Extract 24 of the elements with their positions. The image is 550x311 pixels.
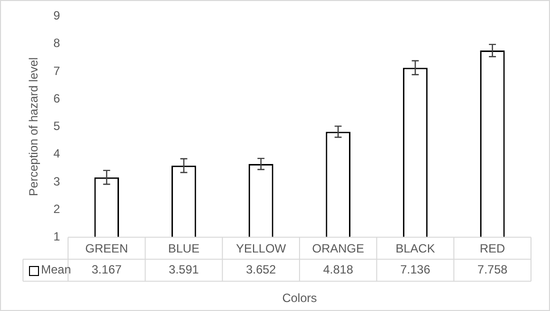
data-label: 3.167 [92, 262, 122, 277]
y-tick-label: 6 [53, 91, 60, 106]
y-tick-label: 2 [53, 202, 60, 216]
x-tick-label: YELLOW [236, 242, 287, 256]
data-label: 3.652 [246, 262, 276, 277]
data-label: 7.758 [477, 262, 508, 277]
y-tick-label: 8 [53, 36, 60, 50]
y-tick-label: 9 [53, 8, 60, 23]
data-label: 4.818 [323, 262, 354, 277]
y-tick-label: 3 [53, 174, 60, 188]
y-axis-title: Perception of hazard level [26, 57, 41, 196]
x-tick-label: BLACK [396, 242, 435, 256]
data-label: 3.591 [168, 262, 200, 277]
data-label: 7.136 [400, 262, 431, 277]
y-tick-label: 5 [53, 119, 60, 134]
y-tick-label: 4 [53, 146, 60, 161]
x-tick-label: RED [480, 242, 506, 256]
y-tick-label: 7 [53, 64, 60, 78]
text: Mean [41, 262, 72, 277]
x-axis-title: Colors [282, 291, 317, 306]
x-tick-label: BLUE [168, 242, 200, 256]
y-tick-label: 1 [53, 230, 60, 244]
x-tick-label: ORANGE [312, 242, 364, 256]
x-tick-label: GREEN [85, 242, 128, 256]
